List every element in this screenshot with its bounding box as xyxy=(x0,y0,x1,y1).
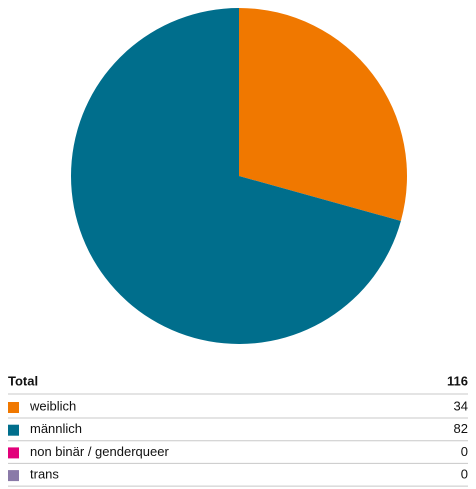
total-label: Total xyxy=(8,373,38,388)
legend-value: 82 xyxy=(454,421,468,436)
legend-swatch xyxy=(8,402,19,413)
pie-slice xyxy=(71,8,401,345)
legend-value: 0 xyxy=(461,467,468,482)
total-value: 116 xyxy=(447,373,468,388)
legend-value: 0 xyxy=(461,444,468,459)
legend-value: 34 xyxy=(454,398,468,413)
legend-label: weiblich xyxy=(29,398,76,413)
legend-swatch xyxy=(8,470,19,482)
legend-label: trans xyxy=(30,467,59,482)
legend-label: männlich xyxy=(30,421,82,436)
legend-swatch xyxy=(8,424,19,436)
legend-swatch xyxy=(8,447,19,459)
pie-slice xyxy=(239,8,407,221)
legend-label: non binär / genderqueer xyxy=(30,444,169,459)
